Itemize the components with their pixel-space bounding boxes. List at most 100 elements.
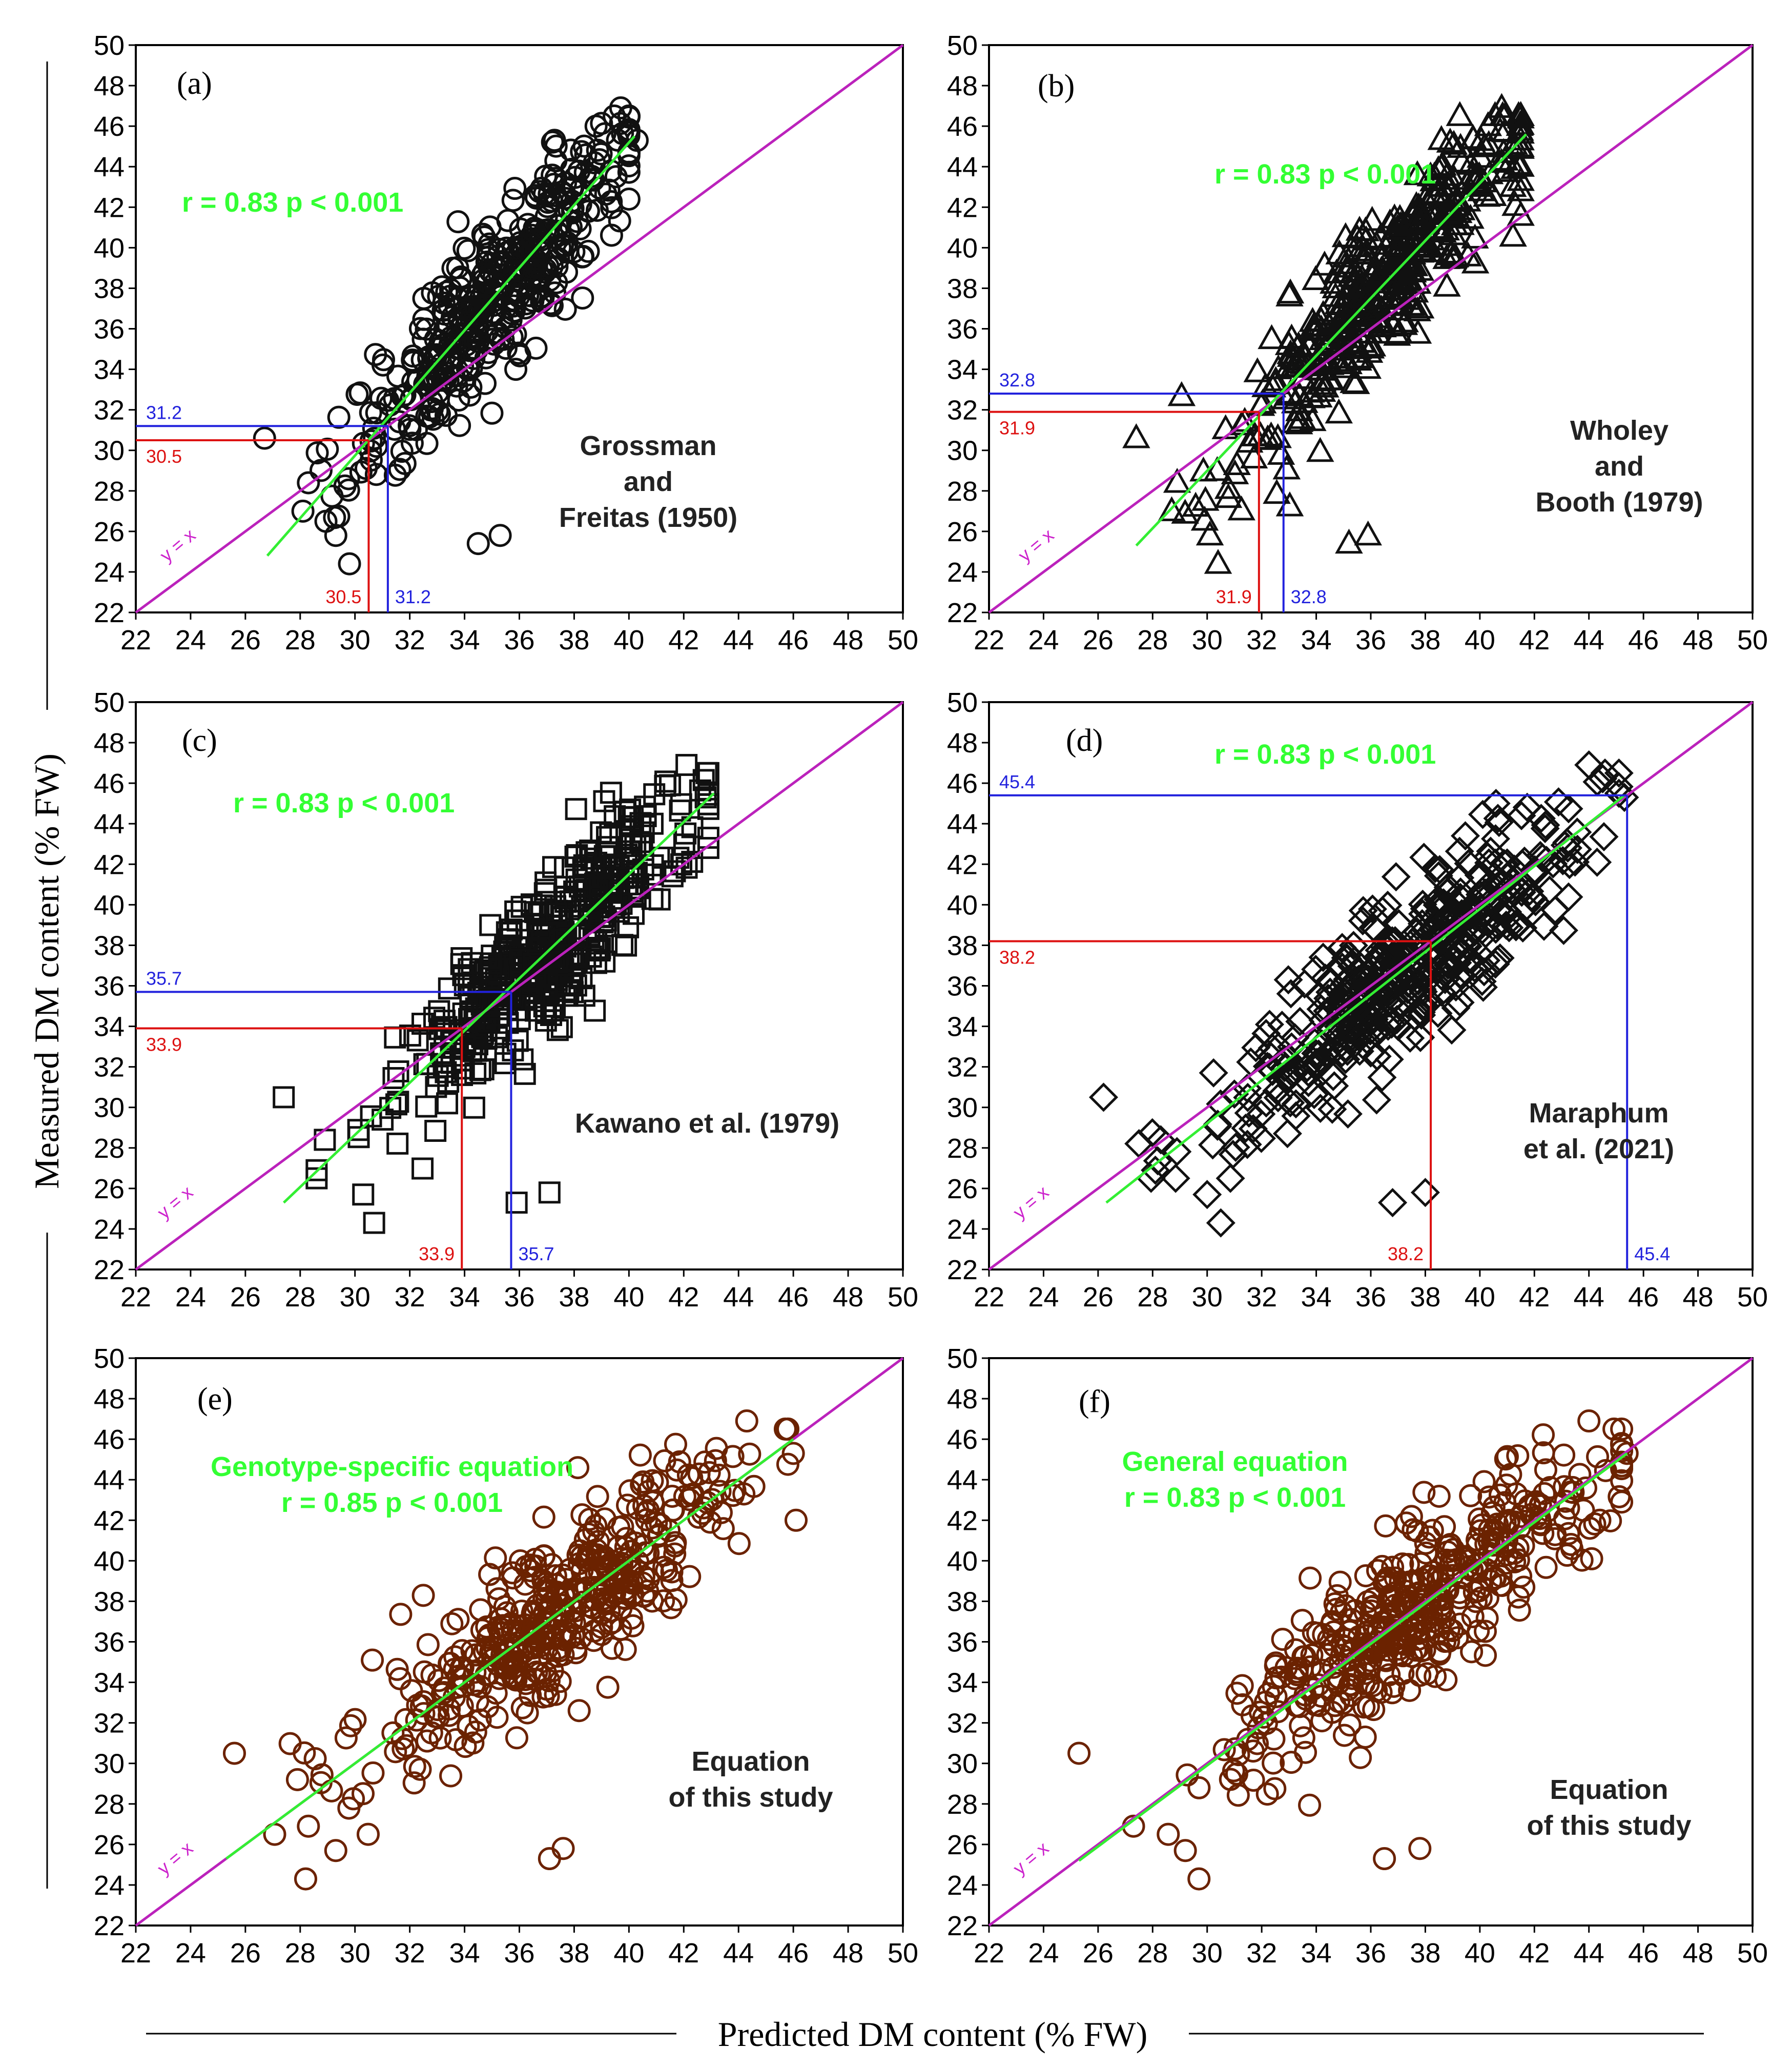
data-point xyxy=(522,952,545,975)
data-point xyxy=(502,259,526,283)
x-tick-label: 34 xyxy=(449,1282,480,1313)
data-point xyxy=(1162,1137,1192,1166)
data-point xyxy=(693,1450,717,1474)
data-point xyxy=(1387,1631,1410,1654)
data-point xyxy=(1385,318,1413,344)
y-tick-label: 32 xyxy=(94,1052,125,1083)
x-tick-label: 22 xyxy=(974,1282,1004,1313)
data-point xyxy=(1412,209,1440,234)
data-point xyxy=(475,1636,499,1660)
equation-source-label: Booth (1979) xyxy=(1535,487,1703,518)
regression-line xyxy=(266,135,635,557)
y-tick-label: 34 xyxy=(947,1668,978,1698)
data-point xyxy=(663,1534,687,1558)
data-point xyxy=(486,244,510,268)
identity-line xyxy=(988,701,1754,1271)
data-points xyxy=(273,754,719,1234)
data-point xyxy=(596,1675,620,1699)
data-point xyxy=(388,1667,412,1690)
data-point xyxy=(1458,160,1487,185)
data-point xyxy=(1353,354,1382,379)
data-point xyxy=(1231,1693,1254,1716)
equation-source-label: Kawano et al. (1979) xyxy=(575,1108,839,1139)
data-point xyxy=(1221,459,1249,484)
data-point xyxy=(1532,1423,1555,1447)
data-point xyxy=(1141,1155,1170,1185)
data-point xyxy=(1435,1548,1458,1572)
data-point xyxy=(524,336,548,360)
data-point xyxy=(625,129,649,152)
data-point xyxy=(1263,1777,1287,1800)
data-point xyxy=(784,1508,808,1532)
y-tick-label: 26 xyxy=(947,517,978,547)
data-point xyxy=(588,1583,611,1606)
data-point xyxy=(1497,1511,1520,1535)
data-point xyxy=(544,1564,567,1587)
data-point xyxy=(1469,1519,1492,1543)
x-tick-label: 26 xyxy=(1083,1282,1114,1313)
data-point xyxy=(1285,381,1313,406)
data-point xyxy=(707,1463,731,1487)
data-point xyxy=(1559,1532,1583,1556)
identity-label: y = x xyxy=(1014,524,1058,566)
data-point xyxy=(505,1726,528,1750)
data-point xyxy=(634,795,656,818)
data-point xyxy=(488,1667,511,1690)
data-point xyxy=(1285,396,1313,421)
data-point xyxy=(539,1625,563,1648)
data-point xyxy=(1410,1178,1440,1207)
data-point xyxy=(513,1062,536,1085)
y-tick-label: 50 xyxy=(94,1343,125,1374)
data-point xyxy=(1272,454,1301,480)
data-point xyxy=(534,165,558,188)
x-tick-label: 50 xyxy=(1737,1938,1768,1969)
data-point xyxy=(1367,1062,1397,1092)
data-point xyxy=(334,1726,358,1750)
data-point xyxy=(604,165,628,189)
x-tick-label: 36 xyxy=(1355,1938,1386,1969)
data-point xyxy=(513,1572,537,1596)
data-point xyxy=(1399,1505,1423,1528)
x-tick-label: 32 xyxy=(395,625,425,655)
data-point xyxy=(1254,425,1282,450)
x-tick-label: 48 xyxy=(833,625,863,655)
data-point xyxy=(1331,943,1361,973)
data-point xyxy=(505,1192,528,1214)
x-tick-label: 30 xyxy=(1192,1282,1223,1313)
data-point xyxy=(1610,1417,1634,1441)
data-point xyxy=(647,1524,670,1548)
data-point xyxy=(1243,357,1272,382)
reference-y-label: 38.2 xyxy=(999,947,1035,968)
data-point xyxy=(384,1740,407,1764)
data-point xyxy=(1251,372,1280,397)
data-point xyxy=(1329,343,1357,368)
data-point xyxy=(735,1409,758,1433)
data-point xyxy=(1242,1769,1265,1792)
y-tick-label: 28 xyxy=(947,1133,978,1164)
data-point xyxy=(1383,214,1412,239)
y-tick-label: 24 xyxy=(94,1870,125,1901)
data-point xyxy=(1324,1012,1353,1041)
data-point xyxy=(642,854,664,876)
data-point xyxy=(566,1456,590,1480)
stats-text: Genotype-specific equation xyxy=(211,1451,573,1482)
y-tick-label: 32 xyxy=(94,395,125,426)
data-point xyxy=(538,1181,561,1204)
data-point xyxy=(348,381,372,405)
x-tick-label: 26 xyxy=(1083,625,1114,655)
data-point xyxy=(1491,910,1521,940)
data-point xyxy=(349,460,373,484)
data-point xyxy=(430,275,454,299)
y-tick-label: 44 xyxy=(947,152,978,182)
data-point xyxy=(359,401,382,424)
y-tick-label: 48 xyxy=(947,728,978,759)
y-tick-label: 40 xyxy=(947,233,978,263)
data-point xyxy=(502,1039,524,1061)
data-points xyxy=(1067,1409,1639,1891)
data-point xyxy=(519,1684,542,1707)
data-point xyxy=(449,265,473,289)
data-point xyxy=(438,333,462,357)
equation-source-label: Grossman xyxy=(580,431,716,461)
data-point xyxy=(339,1714,362,1737)
data-point xyxy=(1494,873,1524,903)
